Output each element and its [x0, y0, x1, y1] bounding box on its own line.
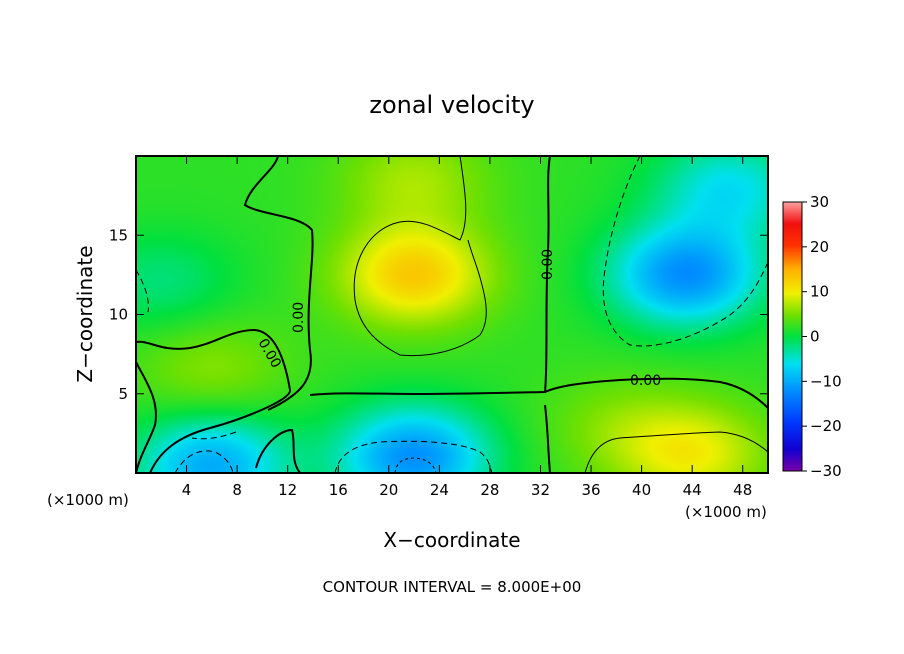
y-axis-ticks: 5 10 15 [109, 226, 768, 403]
y-axis-label: Z−coordinate [73, 245, 97, 382]
colorbar-tick-label: 0 [810, 328, 820, 346]
x-tick-label: 28 [480, 481, 499, 499]
z-unit-label: (×1000 m) [47, 491, 129, 509]
colorbar-tick-label: −10 [810, 372, 842, 390]
x-tick-label: 32 [531, 481, 550, 499]
contour-negative-inner [394, 457, 437, 473]
colorbar-tick-label: 10 [810, 283, 829, 301]
colorbar-tick-label: −20 [810, 417, 842, 435]
contour-positive-north [353, 156, 487, 357]
contour-label: 0.00 [630, 373, 661, 389]
contour-labels: 0.00 0.00 0.00 0.00 [255, 249, 662, 389]
x-axis-ticks: 4 8 12 16 20 24 28 32 36 40 44 48 [182, 156, 752, 499]
contour-label: 0.00 [291, 302, 307, 333]
x-tick-label: 12 [278, 481, 297, 499]
x-axis-label: X−coordinate [383, 528, 520, 552]
x-tick-label: 24 [430, 481, 449, 499]
contour-negative-west [136, 269, 149, 313]
colorbar-tick-label: 30 [810, 193, 829, 211]
x-tick-label: 4 [182, 481, 192, 499]
colorbar: 30 20 10 0 −10 −20 −30 [782, 193, 842, 480]
heatmap-field: 0.00 0.00 0.00 0.00 [136, 156, 768, 473]
x-tick-label: 48 [733, 481, 752, 499]
colorbar-tick-label: 20 [810, 238, 829, 256]
chart-title: zonal velocity [369, 91, 534, 119]
contour-lines [136, 156, 768, 473]
zero-contour-wedge [136, 361, 157, 473]
x-tick-label: 8 [232, 481, 242, 499]
contour-negative-east [602, 156, 768, 347]
zero-contour-right [544, 377, 768, 409]
contour-negative-south [334, 440, 493, 473]
contour-interval-note: CONTOUR INTERVAL = 8.000E+00 [323, 578, 582, 596]
colorbar-ticks: 30 20 10 0 −10 −20 −30 [802, 193, 842, 480]
y-tick-label: 15 [109, 226, 128, 244]
colorbar-tick-label: −30 [810, 462, 842, 480]
zero-contour-middle [309, 156, 551, 396]
contour-negative-south-mid [191, 431, 237, 440]
zero-contour-upper-left [243, 156, 314, 411]
x-tick-label: 16 [329, 481, 348, 499]
colorbar-gradient [782, 201, 803, 472]
contour-positive-southeast [584, 431, 768, 473]
x-tick-label: 40 [632, 481, 651, 499]
heatmap-image [136, 156, 768, 473]
x-unit-label: (×1000 m) [685, 503, 767, 521]
x-tick-label: 36 [581, 481, 600, 499]
zero-contour-left [136, 328, 291, 473]
x-tick-label: 44 [683, 481, 702, 499]
y-tick-label: 5 [118, 385, 128, 403]
y-tick-label: 10 [109, 306, 128, 324]
zero-contour-lower [255, 404, 551, 473]
contour-label: 0.00 [540, 249, 556, 280]
x-tick-label: 20 [379, 481, 398, 499]
contour-negative-southwest [174, 450, 234, 473]
